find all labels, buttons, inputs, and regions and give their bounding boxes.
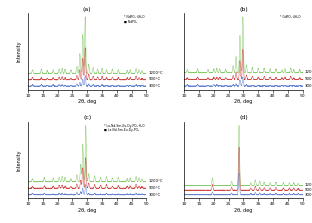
Text: 300°C: 300°C <box>305 84 312 88</box>
Text: 1200°C: 1200°C <box>305 183 312 187</box>
Text: 900°C: 900°C <box>305 188 312 192</box>
Title: (d): (d) <box>239 115 248 120</box>
Title: (b): (b) <box>239 7 248 12</box>
Title: (a): (a) <box>83 7 91 12</box>
X-axis label: 2θ, deg: 2θ, deg <box>78 99 96 104</box>
Text: 300°C: 300°C <box>149 192 161 196</box>
Text: 900°C: 900°C <box>149 77 161 81</box>
X-axis label: 2θ, deg: 2θ, deg <box>78 208 96 213</box>
Y-axis label: Intensity: Intensity <box>17 41 22 62</box>
Text: 1200°C: 1200°C <box>149 71 163 75</box>
X-axis label: 2θ, deg: 2θ, deg <box>234 99 253 104</box>
Text: 300°C: 300°C <box>305 192 312 196</box>
Text: 900°C: 900°C <box>149 186 161 190</box>
Legend: * NdPO₄·4H₂O, ■ NdPO₄: * NdPO₄·4H₂O, ■ NdPO₄ <box>124 15 145 24</box>
X-axis label: 2θ, deg: 2θ, deg <box>234 208 253 213</box>
Text: 1200°C: 1200°C <box>149 179 163 183</box>
Text: 900°C: 900°C <box>305 77 312 81</box>
Legend: * GdPO₄·4H₂O: * GdPO₄·4H₂O <box>280 15 301 20</box>
Legend: * La-Nd-Sm-Eu-Dy-PO₄·H₂O, ■ La-Nd-Sm-Eu-Dy-PO₄: * La-Nd-Sm-Eu-Dy-PO₄·H₂O, ■ La-Nd-Sm-Eu-… <box>104 124 145 133</box>
Y-axis label: Intensity: Intensity <box>17 149 22 171</box>
Text: 1200°C: 1200°C <box>305 70 312 74</box>
Text: 300°C: 300°C <box>149 84 161 88</box>
Title: (c): (c) <box>83 115 91 120</box>
